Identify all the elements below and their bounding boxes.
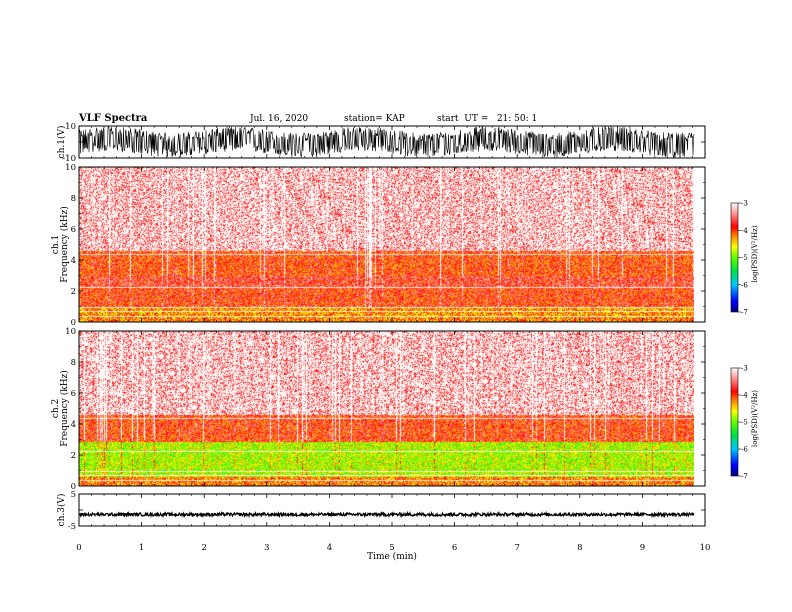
start-time-label: start UT = 21: 50: 1 [437, 114, 538, 124]
station-label: station= KAP [344, 114, 405, 124]
x-tick-label: 6 [452, 543, 457, 553]
y-tick-label: 0 [71, 482, 76, 492]
x-tick-label: 4 [327, 543, 332, 553]
colorbar [730, 367, 739, 477]
y-tick-label: 5 [71, 490, 76, 500]
y-tick-label: 0 [71, 318, 76, 328]
x-tick-label: 7 [514, 543, 519, 553]
y-tick-label: 6 [71, 225, 76, 235]
y-tick-label: 2 [71, 287, 76, 297]
colorbar-label: log(PSD)(V²/Hz) [751, 225, 759, 282]
y-axis-label: ch.1(V) [56, 126, 67, 159]
date-label: Jul. 16, 2020 [250, 114, 309, 124]
x-tick-label: 5 [389, 543, 394, 553]
y-tick-label: 4 [71, 420, 76, 430]
x-tick-label: 2 [201, 543, 206, 553]
chart-title: VLF Spectra [79, 113, 148, 124]
colorbar-tick-label: -3 [741, 200, 748, 208]
y-tick-label: 4 [71, 256, 76, 266]
x-tick-label: 0 [76, 543, 81, 553]
x-tick-label: 1 [139, 543, 144, 553]
y-axis-label-channel: ch.1 [51, 235, 61, 254]
colorbar-tick-label: -3 [741, 365, 748, 373]
x-tick-label: 3 [264, 543, 269, 553]
panel-frame [78, 493, 706, 527]
x-tick-label: 9 [640, 543, 645, 553]
colorbar-tick-label: -7 [741, 473, 748, 481]
y-tick-label: 2 [71, 451, 76, 461]
colorbar-tick-label: -5 [741, 254, 748, 262]
colorbar-tick-label: -4 [741, 392, 748, 400]
colorbar-tick-label: -6 [741, 281, 748, 289]
colorbar [730, 202, 739, 313]
y-tick-label: -5 [68, 522, 76, 532]
ch3-waveform-panel: 5 -5ch.3(V) [56, 490, 706, 532]
y-tick-label: 8 [71, 358, 76, 368]
y-axis-label-channel: ch.2 [51, 399, 61, 418]
y-axis-label: Frequency (kHz) [59, 370, 70, 447]
ch1-spectrogram-panel: -3 -4 -5 -6 -7 log(PSD)(V²/Hz) 0 2 4 6 8 10 ch.1 Freq… [51, 163, 759, 328]
ch1-spectrogram-image [79, 167, 694, 322]
y-tick-label: 10 [65, 163, 76, 173]
y-axis-label: ch.3(V) [56, 494, 67, 527]
x-axis-label: Time (min) [367, 551, 417, 562]
y-tick-label: -10 [62, 154, 76, 164]
y-tick-label: 10 [65, 122, 76, 132]
ch1-waveform-trace [78, 125, 695, 159]
x-tick-label: 8 [577, 543, 582, 553]
y-tick-label: 8 [71, 194, 76, 204]
colorbar-tick-label: -5 [741, 419, 748, 427]
colorbar-label: log(PSD)(V²/Hz) [751, 390, 759, 447]
colorbar-tick-label: -4 [741, 227, 748, 235]
ch2-spectrogram-panel: -3 -4 -5 -6 -7 log(PSD)(V²/Hz) 0 2 4 6 8 10 ch.2 Freq… [51, 327, 759, 492]
ch3-waveform-trace [78, 510, 695, 519]
colorbar-tick-label: -7 [741, 309, 748, 317]
y-tick-label: 6 [71, 389, 76, 399]
x-tick-label: 10 [700, 543, 711, 553]
colorbar-tick-label: -6 [741, 446, 748, 454]
y-axis-label: Frequency (kHz) [59, 206, 70, 283]
y-tick-label: 10 [65, 327, 76, 337]
ch2-spectrogram-image [79, 331, 694, 486]
